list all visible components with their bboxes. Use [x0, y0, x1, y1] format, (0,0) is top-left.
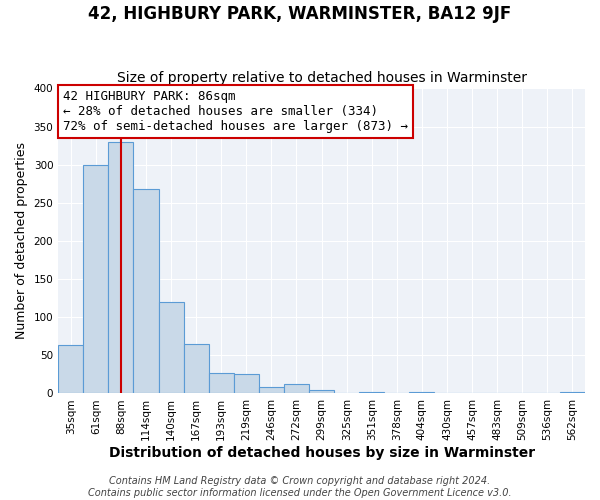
X-axis label: Distribution of detached houses by size in Warminster: Distribution of detached houses by size …	[109, 446, 535, 460]
Bar	[109, 142, 133, 394]
Y-axis label: Number of detached properties: Number of detached properties	[15, 142, 28, 340]
Bar	[259, 388, 284, 394]
Bar	[58, 346, 83, 394]
Bar	[133, 189, 158, 394]
Title: Size of property relative to detached houses in Warminster: Size of property relative to detached ho…	[116, 70, 527, 85]
Bar	[284, 384, 309, 394]
Bar	[234, 374, 259, 394]
Text: 42, HIGHBURY PARK, WARMINSTER, BA12 9JF: 42, HIGHBURY PARK, WARMINSTER, BA12 9JF	[88, 5, 512, 23]
Text: Contains HM Land Registry data © Crown copyright and database right 2024.
Contai: Contains HM Land Registry data © Crown c…	[88, 476, 512, 498]
Bar	[359, 392, 385, 394]
Bar	[560, 392, 585, 394]
Text: 42 HIGHBURY PARK: 86sqm
← 28% of detached houses are smaller (334)
72% of semi-d: 42 HIGHBURY PARK: 86sqm ← 28% of detache…	[64, 90, 409, 133]
Bar	[409, 392, 434, 394]
Bar	[184, 344, 209, 394]
Bar	[309, 390, 334, 394]
Bar	[209, 373, 234, 394]
Bar	[158, 302, 184, 394]
Bar	[83, 164, 109, 394]
